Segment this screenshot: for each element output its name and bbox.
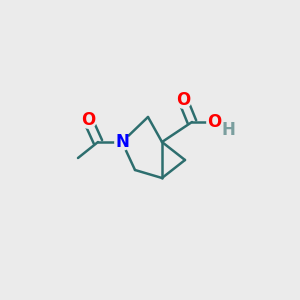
Text: O: O — [176, 91, 190, 109]
Text: O: O — [81, 111, 95, 129]
Text: H: H — [221, 121, 235, 139]
Text: O: O — [207, 113, 221, 131]
Text: N: N — [115, 133, 129, 151]
